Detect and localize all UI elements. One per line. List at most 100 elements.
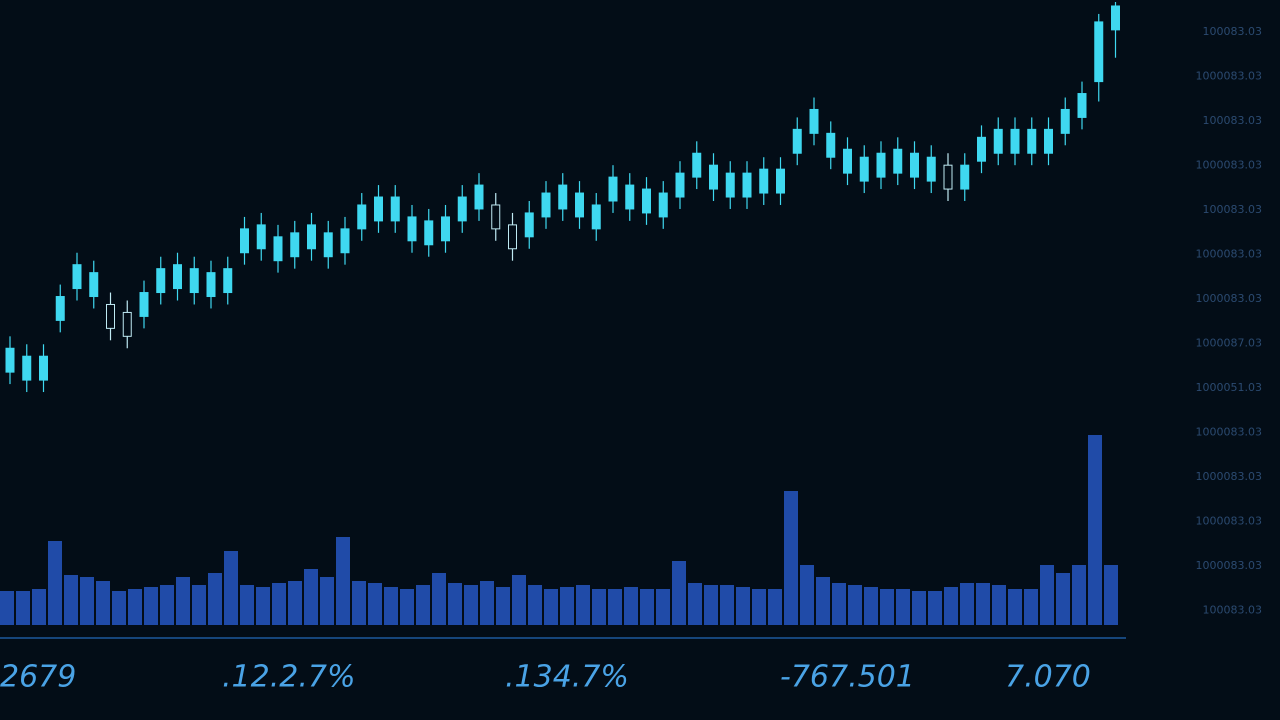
candle-body xyxy=(424,220,434,246)
candle-body xyxy=(39,355,48,381)
axis-label: 100083.03 xyxy=(1203,25,1263,38)
candle-body xyxy=(993,128,1003,154)
volume-bar xyxy=(880,589,894,625)
volume-bar xyxy=(656,589,670,625)
candle-body xyxy=(106,303,115,329)
volume-bar xyxy=(800,565,814,625)
candle-body xyxy=(273,236,283,262)
volume-bar xyxy=(1024,589,1038,625)
volume-bar xyxy=(640,589,654,625)
candle-body xyxy=(1010,128,1020,154)
candle-body xyxy=(89,272,99,298)
candle-body xyxy=(22,355,32,381)
candle-body xyxy=(926,156,936,182)
candle-body xyxy=(223,268,233,294)
candle-body xyxy=(156,268,166,294)
volume-bar xyxy=(208,573,222,625)
candle-body xyxy=(1094,21,1104,83)
axis-label: 1000087.03 xyxy=(1196,337,1262,350)
stat-value: 2679 xyxy=(0,660,76,695)
volume-bar xyxy=(496,587,510,625)
candle-body xyxy=(792,128,802,154)
candle-body xyxy=(893,148,903,174)
volume-bar xyxy=(1088,435,1102,625)
volume-bar xyxy=(64,575,78,625)
candle-body xyxy=(642,188,651,214)
candle-body xyxy=(591,204,601,230)
volume-bar xyxy=(992,585,1006,625)
candle-body xyxy=(826,132,836,158)
volume-bar xyxy=(48,541,62,625)
candle-body xyxy=(541,192,551,218)
volume-bar xyxy=(400,589,414,625)
stat-value: .12.2.7% xyxy=(222,660,355,695)
volume-bar xyxy=(160,585,174,625)
candle-body xyxy=(977,136,986,162)
candle-body xyxy=(474,184,484,210)
volume-bar xyxy=(240,585,254,625)
volume-bar xyxy=(1040,565,1054,625)
volume-bar xyxy=(144,587,158,625)
volume-bar xyxy=(224,551,238,625)
stat-value: -767.501 xyxy=(780,660,915,695)
volume-bar xyxy=(1008,589,1022,625)
candle-body xyxy=(290,232,300,258)
candle-body xyxy=(139,292,149,317)
volume-bar xyxy=(784,491,798,625)
candle-body xyxy=(240,228,249,254)
axis-label: 100083.03 xyxy=(1203,203,1263,216)
volume-bar xyxy=(944,587,958,625)
axis-label: 1000083.03 xyxy=(1196,470,1262,483)
volume-bar xyxy=(0,591,14,625)
volume-bar xyxy=(1056,573,1070,625)
stat-value: .134.7% xyxy=(505,660,629,695)
candle-body xyxy=(692,152,702,178)
candle-body xyxy=(323,232,333,258)
candle-body xyxy=(407,216,417,242)
volume-bar xyxy=(384,587,398,625)
volume-bar xyxy=(816,577,830,625)
candle-body xyxy=(340,228,350,254)
axis-label: 1000083.03 xyxy=(1196,426,1262,439)
volume-bar xyxy=(960,583,974,625)
candle-body xyxy=(675,172,685,198)
candle-body xyxy=(189,268,199,294)
volume-bar xyxy=(848,585,862,625)
volume-bar xyxy=(544,589,558,625)
axis-label: 1000083.03 xyxy=(1196,559,1262,572)
volume-bar xyxy=(320,577,334,625)
volume-bar xyxy=(288,581,302,625)
volume-bar xyxy=(272,583,286,625)
candle-body xyxy=(5,347,15,373)
candle-body xyxy=(122,311,132,337)
volume-bar xyxy=(672,561,686,625)
volume-bar xyxy=(560,587,574,625)
volume-bar xyxy=(688,583,702,625)
volume-bar xyxy=(96,581,110,625)
candle-body xyxy=(441,216,450,242)
candle-body xyxy=(457,196,467,222)
axis-label: 100083.03 xyxy=(1203,604,1263,617)
candle-body xyxy=(1111,5,1120,31)
volume-bar xyxy=(832,583,846,625)
axis-label: 1000083.03 xyxy=(1196,159,1262,172)
candle-body xyxy=(1044,128,1053,154)
volume-bar xyxy=(432,573,446,625)
candle-body xyxy=(776,168,785,194)
candle-body xyxy=(1060,108,1070,134)
candle-body xyxy=(390,196,400,222)
volume-bar xyxy=(1104,565,1118,625)
candle-body xyxy=(575,192,584,218)
volume-bar xyxy=(752,589,766,625)
volume-bar xyxy=(528,585,542,625)
volume-bar xyxy=(192,585,206,625)
candle-body xyxy=(558,184,568,210)
candle-body xyxy=(809,108,819,134)
candle-body xyxy=(524,212,534,238)
candle-body xyxy=(709,164,718,190)
axis-label: 1000083.03 xyxy=(1196,515,1262,528)
volume-bar xyxy=(1072,565,1086,625)
volume-bar xyxy=(256,587,270,625)
candle-body xyxy=(859,156,869,182)
